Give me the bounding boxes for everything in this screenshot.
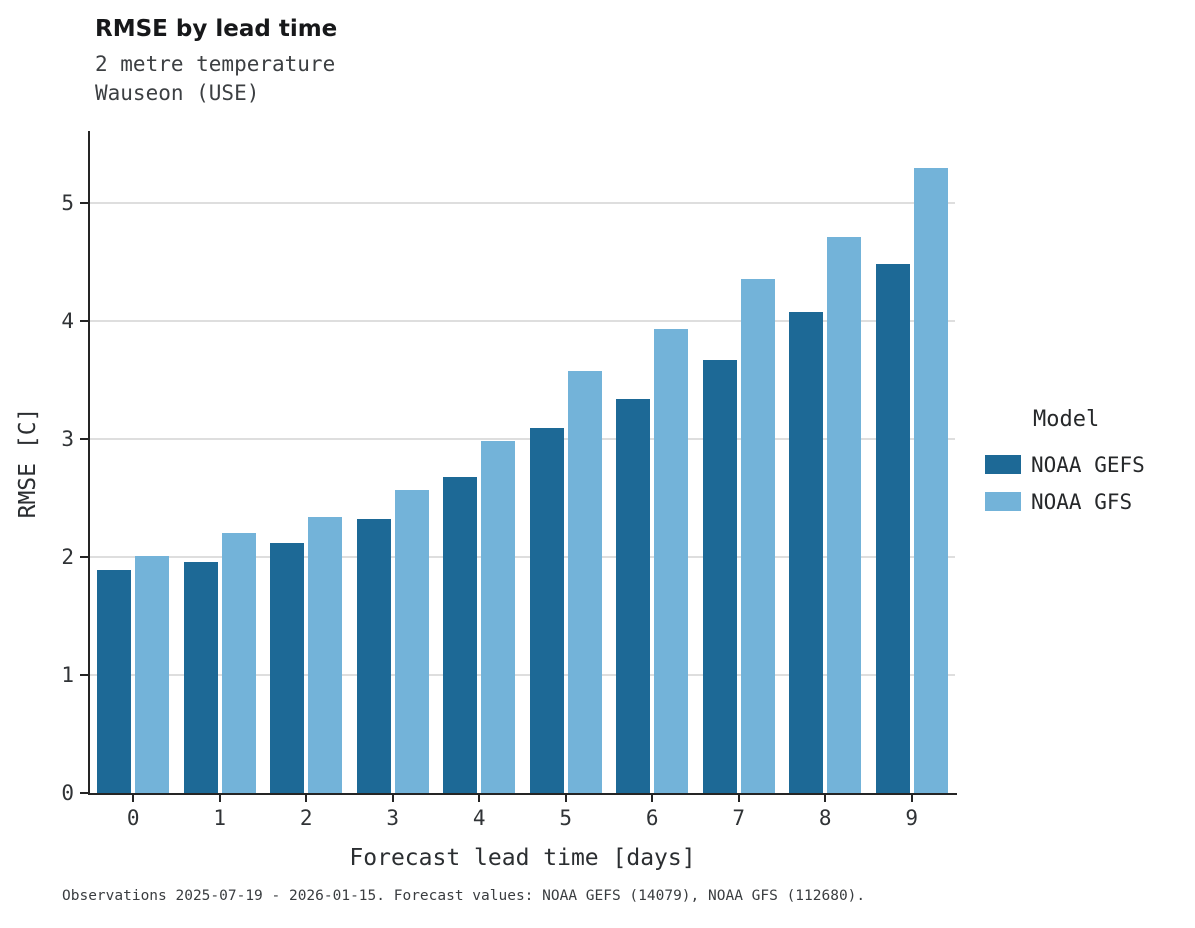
bars-layer [90, 133, 955, 793]
bar-group-lead-5 [529, 370, 602, 793]
x-tick-mark-6 [651, 795, 654, 802]
y-tick-mark-2 [80, 556, 88, 558]
gridline-y-5 [90, 202, 955, 204]
legend-title: Model [1033, 407, 1100, 432]
bar-noaa-gfs-lead-3 [394, 489, 429, 793]
gridline-y-3 [90, 438, 955, 440]
chart-subtitle-location: Wauseon (USE) [95, 81, 260, 105]
x-tick-mark-1 [218, 795, 221, 802]
x-tick-label-5: 5 [559, 806, 573, 830]
x-axis-title: Forecast lead time [days] [349, 845, 696, 871]
y-tick-mark-0 [80, 792, 88, 794]
legend-swatch-noaa-gfs [985, 492, 1021, 511]
bar-noaa-gefs-lead-3 [356, 519, 391, 793]
y-tick-mark-5 [80, 202, 88, 204]
gridline-y-1 [90, 674, 955, 676]
bar-noaa-gefs-lead-9 [875, 264, 910, 793]
x-tick-mark-5 [564, 795, 567, 802]
caption: Observations 2025-07-19 - 2026-01-15. Fo… [62, 888, 866, 904]
bar-noaa-gfs-lead-7 [740, 278, 775, 793]
y-axis-title: RMSE [C] [15, 407, 41, 519]
legend: Model NOAA GEFS NOAA GFS [985, 407, 1145, 520]
legend-entries: NOAA GEFS NOAA GFS [985, 446, 1145, 520]
bar-group-lead-9 [875, 167, 948, 793]
y-tick-mark-3 [80, 438, 88, 440]
bar-noaa-gefs-lead-2 [270, 542, 305, 793]
bar-group-lead-3 [356, 489, 429, 793]
bar-noaa-gefs-lead-6 [616, 398, 651, 793]
bar-noaa-gfs-lead-5 [567, 370, 602, 793]
x-tick-label-7: 7 [732, 806, 746, 830]
chart-title: RMSE by lead time [95, 16, 338, 42]
bar-noaa-gfs-lead-2 [308, 516, 343, 793]
x-tick-label-8: 8 [818, 806, 832, 830]
x-tick-mark-0 [132, 795, 135, 802]
grid-layer [90, 133, 955, 793]
x-tick-mark-2 [305, 795, 308, 802]
bar-noaa-gfs-lead-4 [481, 441, 516, 793]
y-tick-label-2: 2 [61, 545, 74, 569]
x-tick-mark-3 [391, 795, 394, 802]
bar-group-lead-0 [97, 555, 170, 793]
bar-noaa-gfs-lead-9 [913, 167, 948, 793]
y-tick-label-5: 5 [61, 191, 74, 215]
bar-noaa-gfs-lead-0 [135, 555, 170, 793]
bar-group-lead-1 [183, 533, 256, 793]
x-tick-label-0: 0 [126, 806, 140, 830]
x-tick-mark-7 [737, 795, 740, 802]
x-axis-line [88, 793, 957, 795]
bar-group-lead-4 [443, 441, 516, 793]
x-tick-label-4: 4 [472, 806, 486, 830]
bar-noaa-gefs-lead-5 [529, 428, 564, 793]
x-tick-label-1: 1 [213, 806, 227, 830]
bar-noaa-gefs-lead-7 [702, 359, 737, 793]
x-tick-label-6: 6 [645, 806, 659, 830]
chart-subtitle-variable: 2 metre temperature [95, 52, 336, 76]
gridline-y-2 [90, 556, 955, 558]
bar-group-lead-6 [616, 329, 689, 793]
y-tick-label-3: 3 [61, 427, 74, 451]
x-tick-label-9: 9 [905, 806, 919, 830]
y-tick-label-1: 1 [61, 663, 74, 687]
bar-noaa-gefs-lead-8 [789, 311, 824, 793]
legend-entry-noaa-gfs: NOAA GFS [985, 483, 1145, 520]
bar-group-lead-7 [702, 278, 775, 793]
legend-label-noaa-gfs: NOAA GFS [1031, 489, 1133, 514]
bar-noaa-gfs-lead-6 [654, 329, 689, 793]
legend-label-noaa-gefs: NOAA GEFS [1031, 452, 1145, 477]
legend-swatch-noaa-gefs [985, 455, 1021, 474]
bar-noaa-gfs-lead-1 [221, 533, 256, 793]
x-tick-mark-9 [910, 795, 913, 802]
y-tick-mark-1 [80, 674, 88, 676]
gridline-y-4 [90, 320, 955, 322]
bar-group-lead-2 [270, 516, 343, 793]
x-tick-label-3: 3 [386, 806, 400, 830]
bar-noaa-gefs-lead-4 [443, 476, 478, 793]
bar-noaa-gefs-lead-1 [183, 561, 218, 793]
bar-noaa-gefs-lead-0 [97, 569, 132, 793]
legend-entry-noaa-gefs: NOAA GEFS [985, 446, 1145, 483]
x-tick-label-2: 2 [299, 806, 313, 830]
x-tick-mark-4 [478, 795, 481, 802]
y-tick-label-4: 4 [61, 309, 74, 333]
x-tick-mark-8 [824, 795, 827, 802]
bar-group-lead-8 [789, 237, 862, 793]
y-tick-mark-4 [80, 320, 88, 322]
y-tick-label-0: 0 [61, 781, 74, 805]
bar-noaa-gfs-lead-8 [827, 237, 862, 793]
y-axis-line [88, 131, 90, 795]
